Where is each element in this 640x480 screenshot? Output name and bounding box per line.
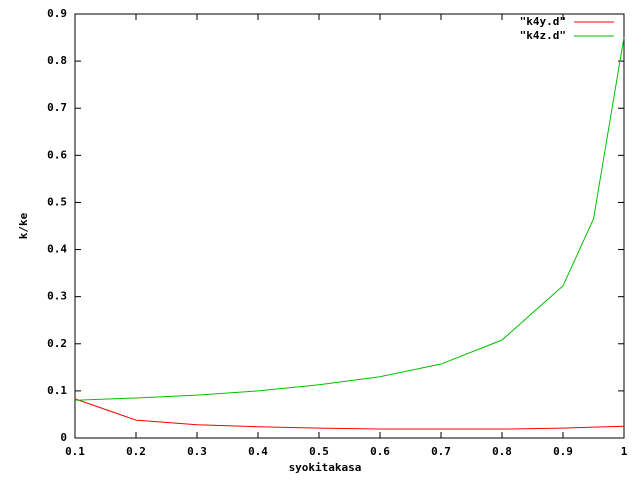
y-tick-label: 0.6 bbox=[47, 148, 67, 161]
plot-frame bbox=[74, 13, 625, 439]
series-line bbox=[74, 37, 625, 401]
x-tick-label: 1 bbox=[621, 445, 628, 458]
series-line bbox=[74, 398, 625, 430]
x-tick-label: 0.5 bbox=[309, 445, 329, 458]
y-tick-label: 0.2 bbox=[47, 337, 67, 350]
x-tick-label: 0.1 bbox=[65, 445, 85, 458]
y-tick-label: 0.7 bbox=[47, 101, 67, 114]
y-tick-label: 0.5 bbox=[47, 195, 67, 208]
x-tick-label: 0.2 bbox=[126, 445, 146, 458]
y-tick-label: 0.1 bbox=[47, 384, 67, 397]
y-axis-label: k/ke bbox=[17, 212, 30, 239]
y-tick-label: 0.4 bbox=[47, 243, 67, 256]
x-tick-label: 0.3 bbox=[187, 445, 207, 458]
y-tick-label: 0.8 bbox=[47, 54, 67, 67]
y-tick-label: 0 bbox=[60, 431, 67, 444]
x-tick-label: 0.6 bbox=[370, 445, 390, 458]
x-tick-label: 0.4 bbox=[248, 445, 268, 458]
x-axis-label: syokitakasa bbox=[289, 461, 362, 474]
legend-label: "k4y.d" bbox=[520, 15, 566, 28]
x-tick-label: 0.8 bbox=[492, 445, 512, 458]
y-tick-label: 0.9 bbox=[47, 7, 67, 20]
y-tick-label: 0.3 bbox=[47, 290, 67, 303]
legend-label: "k4z.d" bbox=[520, 29, 566, 42]
x-tick-label: 0.9 bbox=[553, 445, 573, 458]
x-tick-label: 0.7 bbox=[431, 445, 451, 458]
